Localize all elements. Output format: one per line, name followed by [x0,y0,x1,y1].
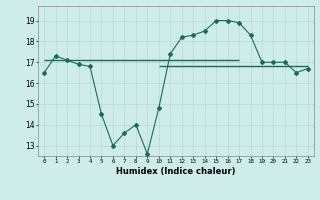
X-axis label: Humidex (Indice chaleur): Humidex (Indice chaleur) [116,167,236,176]
